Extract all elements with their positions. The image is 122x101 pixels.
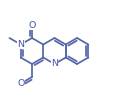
Text: O: O (28, 21, 36, 29)
Text: N: N (17, 40, 24, 49)
Text: N: N (51, 59, 58, 68)
Text: O: O (17, 79, 24, 88)
